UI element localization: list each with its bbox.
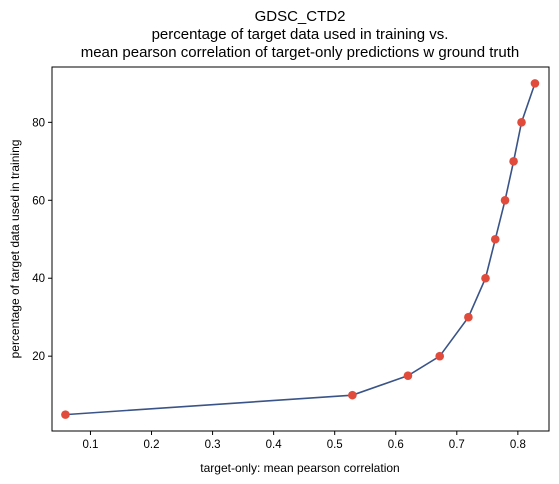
data-point <box>509 157 518 166</box>
data-point <box>500 195 510 205</box>
x-tick-label: 0.3 <box>205 439 221 451</box>
data-point <box>481 273 490 283</box>
chart-title-line-3: mean pearson correlation of target-only … <box>81 44 520 61</box>
x-axis: 0.1 0.2 0.3 0.4 0.5 0.6 0.7 0.8 <box>82 431 526 451</box>
data-point <box>464 312 473 322</box>
y-axis-label: percentage of target data used in traini… <box>8 140 22 359</box>
data-point <box>517 118 526 127</box>
y-tick-label: 20 <box>32 351 45 363</box>
x-tick-label: 0.2 <box>144 439 160 451</box>
data-point <box>61 410 70 419</box>
y-tick-label: 80 <box>32 117 45 129</box>
data-point <box>530 79 540 88</box>
plot-area-frame <box>51 66 550 432</box>
chart-title-line-1: GDSC_CTD2 <box>255 8 346 25</box>
chart-title: GDSC_CTD2 percentage of target data used… <box>81 8 520 61</box>
data-point <box>403 371 413 380</box>
x-tick-label: 0.7 <box>449 439 465 451</box>
y-tick-label: 40 <box>32 273 45 285</box>
data-point <box>490 234 500 244</box>
x-tick-label: 0.1 <box>82 439 98 451</box>
data-point <box>435 351 445 361</box>
x-tick-label: 0.4 <box>266 439 283 451</box>
x-tick-label: 0.6 <box>388 439 404 451</box>
series-layer <box>61 79 540 419</box>
y-axis: 20 40 60 80 <box>32 117 52 363</box>
x-tick-label: 0.5 <box>327 439 343 451</box>
chart-title-line-2: percentage of target data used in traini… <box>152 26 449 43</box>
y-tick-label: 60 <box>32 195 45 207</box>
x-tick-label: 0.8 <box>510 439 526 451</box>
series-line <box>65 83 536 416</box>
x-axis-label: target-only: mean pearson correlation <box>200 461 399 475</box>
data-point <box>348 390 357 400</box>
